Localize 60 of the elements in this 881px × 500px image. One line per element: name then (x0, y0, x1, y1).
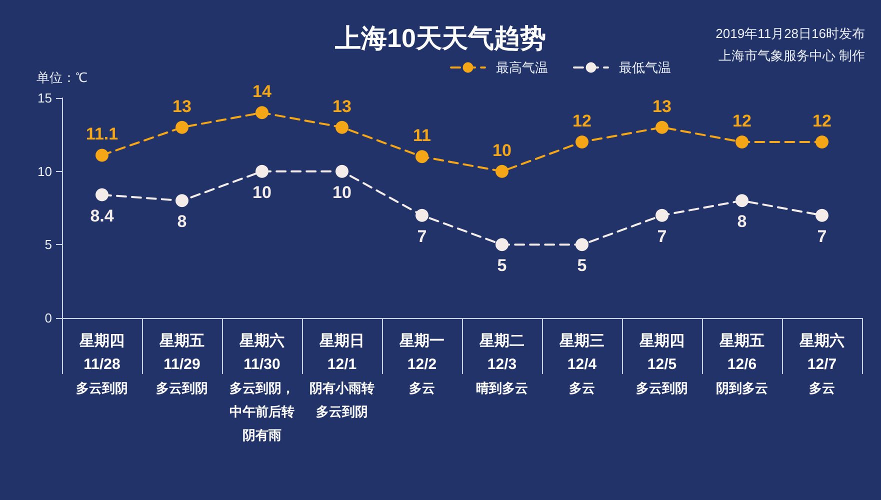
point (176, 194, 188, 208)
data-label: 14 (252, 82, 272, 102)
text: 2019年11月28日16时发布 (716, 26, 865, 41)
point (416, 150, 428, 164)
point (736, 194, 748, 208)
x-tick-label: 星期六 11/30 多云到阴，中午前后转阴有雨 (230, 331, 294, 442)
point (256, 164, 268, 178)
point (816, 136, 828, 148)
data-label: 12 (572, 112, 592, 130)
point (176, 120, 188, 134)
data-label: 10 (492, 140, 512, 160)
data-label: 11 (413, 126, 431, 146)
y-axis-title: 单位：℃ (36, 70, 88, 85)
x-tick-label: 星期四 12/5 多云到阴 (636, 332, 688, 396)
x-tick-label: 星期五 12/6 阴到多云 (716, 332, 768, 396)
point (736, 136, 748, 148)
x-tick-label: 星期一 12/2 多云 (398, 332, 444, 396)
data-label: 13 (332, 96, 352, 116)
data-label: 12 (812, 112, 832, 130)
point (96, 148, 108, 162)
x-tick-label: 星期三 12/4 多云 (558, 332, 604, 396)
x-tick-label: 星期五 11/29 多云到阴 (156, 332, 208, 396)
x-tick-label: 星期六 12/7 多云 (798, 331, 844, 396)
data-label: 8 (177, 212, 187, 232)
data-label: 13 (172, 96, 192, 116)
x-tick-label: 星期二 12/3 晴到多云 (476, 332, 528, 396)
point (656, 208, 668, 222)
x-tick-label: 星期日 12/1 阴有小雨转多云到阴 (310, 332, 374, 419)
point (816, 208, 828, 222)
point (336, 164, 348, 178)
data-label: 7 (657, 226, 667, 246)
y-tick-label: 5 (44, 237, 52, 252)
data-label: 13 (652, 96, 672, 116)
data-label: 11.1 (86, 124, 118, 144)
point (496, 164, 508, 178)
point (576, 136, 588, 148)
y-tick-label: 15 (38, 90, 52, 106)
y-tick-label: 10 (38, 164, 52, 179)
data-label: 5 (497, 256, 507, 276)
point (576, 238, 588, 252)
point (336, 120, 348, 134)
point (96, 188, 108, 202)
point (656, 120, 668, 134)
data-label: 5 (577, 256, 587, 276)
point (496, 238, 508, 252)
point (256, 106, 268, 120)
data-label: 7 (417, 226, 427, 246)
chart-title: 上海10天天气趋势 (334, 23, 546, 53)
data-label: 12 (732, 112, 752, 130)
data-label: 8 (737, 212, 747, 232)
point (416, 208, 428, 222)
data-label: 10 (332, 182, 352, 202)
y-tick-label: 0 (44, 310, 52, 326)
x-tick-label: 星期四 11/28 多云到阴 (76, 332, 128, 396)
data-label: 8.4 (90, 206, 114, 226)
text: 上海市气象服务中心 制作 (718, 48, 865, 63)
data-label: 10 (252, 182, 272, 202)
data-label: 7 (817, 226, 827, 246)
legend-label: 最低气温 (619, 60, 671, 75)
legend-label: 最高气温 (496, 60, 548, 75)
